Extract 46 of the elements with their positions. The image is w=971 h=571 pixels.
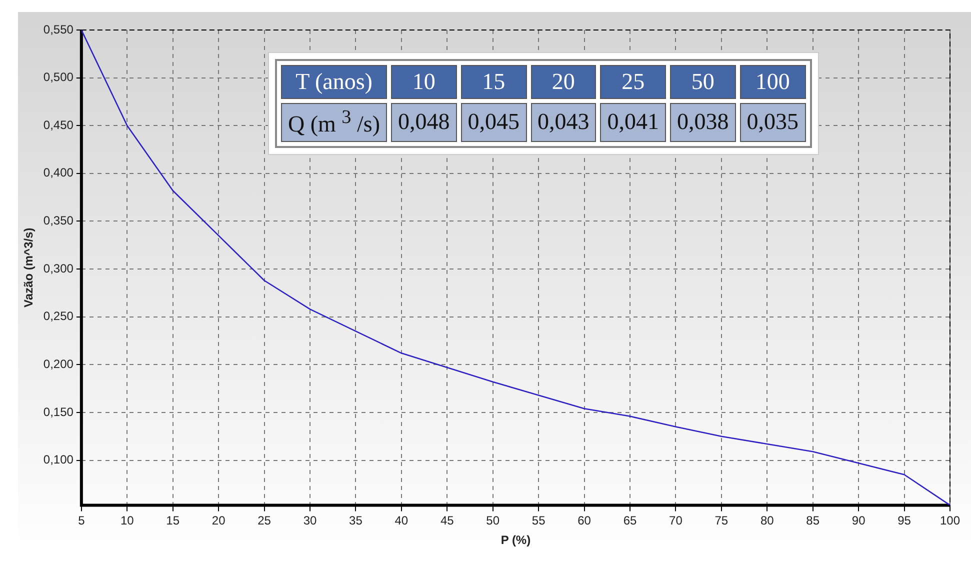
annotation: 0,035 [740, 103, 806, 142]
annotation: 0,041 [600, 103, 666, 142]
x-tick-label: 85 [806, 514, 820, 528]
x-tick-label: 80 [760, 514, 774, 528]
x-tick-label: 30 [303, 514, 317, 528]
annotation: 0,048 [391, 103, 457, 142]
x-axis-title: P (%) [500, 533, 531, 548]
annotation: 0,043 [530, 103, 596, 142]
y-tick-label: 0,400 [43, 166, 74, 180]
x-tick-label: 15 [166, 514, 180, 528]
x-tick-label: 100 [940, 514, 960, 528]
x-tick-label: 45 [440, 514, 454, 528]
annotation: Q (m $^{3}$ /s) [281, 103, 387, 142]
annotation: 25 [600, 65, 666, 99]
x-tick-label: 95 [898, 514, 912, 528]
x-tick-label: 20 [212, 514, 226, 528]
x-tick-label: 40 [394, 514, 408, 528]
annotation: 50 [670, 65, 736, 99]
annotation: T (anos) [281, 65, 387, 99]
y-tick-label: 0,250 [43, 309, 74, 324]
y-tick-label: 0,200 [43, 356, 74, 371]
annotation: 15 [460, 65, 526, 99]
x-tick-label: 5 [78, 514, 86, 528]
x-tick-label: 25 [258, 514, 272, 528]
y-tick-label: 0,450 [43, 118, 74, 132]
x-tick-label: 55 [532, 514, 546, 528]
x-tick-label: 90 [852, 514, 866, 528]
x-tick-label: 35 [349, 514, 363, 528]
y-tick-label: 0,150 [43, 404, 74, 419]
annotation: 0,038 [670, 103, 736, 142]
y-tick-label: 0,350 [43, 214, 74, 228]
x-tick-label: 70 [669, 514, 683, 528]
y-tick-label: 0,100 [43, 452, 74, 467]
x-tick-label: 65 [623, 514, 637, 528]
annotation: 20 [530, 65, 596, 99]
x-tick-label: 50 [486, 514, 500, 528]
annotation: 0,045 [460, 103, 526, 142]
annotation: 10 [391, 65, 457, 99]
x-tick-label: 60 [578, 514, 592, 528]
x-tick-label: 75 [714, 514, 728, 528]
x-tick-label: 10 [120, 514, 134, 528]
y-tick-label: 0,500 [43, 70, 74, 84]
y-tick-label: 0,300 [43, 261, 74, 276]
y-axis-title: Vazão (m^3/s) [22, 228, 36, 308]
annotation: 100 [740, 65, 806, 99]
y-tick-label: 0,550 [43, 22, 74, 36]
